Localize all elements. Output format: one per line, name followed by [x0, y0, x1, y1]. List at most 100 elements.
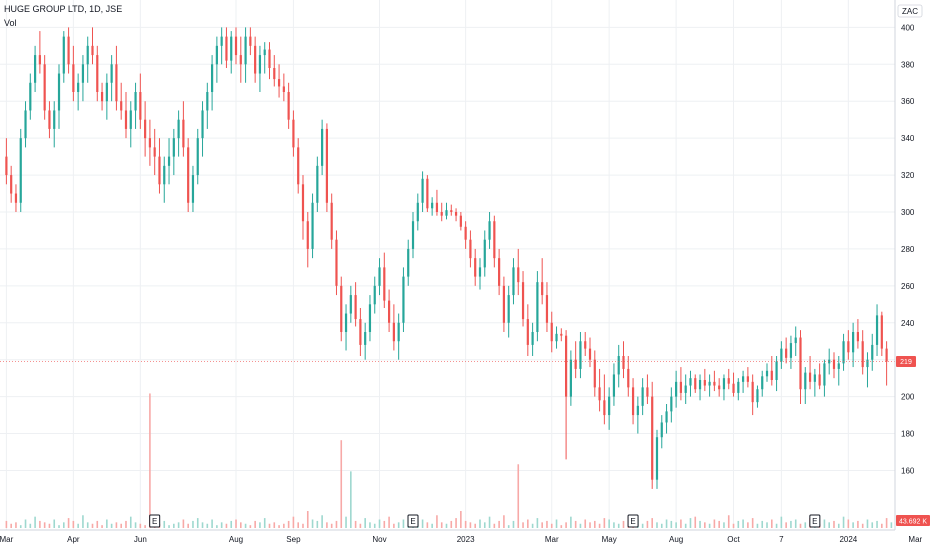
volume-bar [704, 522, 706, 528]
ohlc-bar [124, 92, 128, 139]
ohlc-body [684, 385, 687, 393]
volume-bar [259, 522, 261, 528]
volume-bar [445, 523, 448, 528]
ohlc-body [277, 79, 281, 87]
volume-bar [182, 519, 185, 528]
earnings-marker[interactable]: E [627, 514, 639, 528]
ohlc-bar [698, 374, 702, 401]
ohlc-bar [407, 239, 410, 286]
volume-bar [469, 522, 472, 528]
ohlc-body [210, 64, 214, 92]
ohlc-body [359, 319, 362, 345]
ohlc-body [201, 110, 204, 139]
volume-bar [574, 520, 577, 528]
earnings-markers[interactable]: EEEEE [149, 514, 932, 528]
volume-bar [837, 523, 840, 528]
ohlc-body [407, 248, 410, 277]
volume-bar [823, 519, 826, 528]
volume-bar [58, 525, 60, 528]
time-tick-label: Mar [908, 535, 922, 544]
ohlc-bar [708, 374, 711, 397]
ohlc-body [842, 341, 845, 364]
ohlc-bar [847, 330, 850, 360]
ohlc-body [861, 341, 864, 368]
ohlc-bar [416, 193, 419, 231]
ohlc-bar [411, 212, 415, 259]
ohlc-body [550, 322, 553, 342]
ohlc-bar [167, 138, 171, 185]
volume-bar [608, 519, 610, 528]
ohlc-bar [445, 202, 448, 220]
ohlc-body [311, 202, 314, 249]
ohlc-bar [29, 73, 32, 120]
ohlc-bar [81, 55, 85, 102]
ohlc-bar [885, 341, 888, 386]
ohlc-body [268, 49, 271, 68]
volume-bar [675, 522, 677, 528]
volume-bar [67, 518, 70, 528]
volume-bar [727, 515, 730, 528]
ohlc-body [703, 380, 706, 386]
ohlc-body [421, 178, 424, 203]
volume-bar [785, 522, 787, 528]
volume-bar [641, 523, 644, 528]
ohlc-bar [431, 197, 434, 216]
ohlc-bar [641, 378, 644, 416]
ohlc-bar [684, 374, 687, 404]
ohlc-bar [746, 367, 749, 388]
volume-bar [335, 520, 338, 528]
ohlc-body [48, 110, 51, 129]
ohlc-bar [19, 128, 22, 212]
ohlc-bar [732, 372, 735, 397]
ohlc-body [675, 381, 678, 397]
volume-bar [34, 516, 36, 528]
time-axis[interactable]: Mar Apr Jun Aug Sep Nov 2023 Mar May Aug Oct 7 2024 M… [0, 535, 932, 544]
ohlc-bar [631, 378, 635, 425]
ohlc-bar [426, 175, 429, 212]
ohlc-bar [306, 212, 309, 268]
grid-lines [0, 0, 916, 530]
volume-bar [321, 515, 323, 528]
ohlc-body [593, 359, 596, 388]
ohlc-body [761, 376, 764, 390]
volume-bar [311, 519, 314, 528]
volume-bar [598, 523, 601, 528]
ohlc-body [258, 55, 262, 74]
ohlc-body [402, 276, 405, 323]
ohlc-body [517, 267, 520, 283]
volume-bar [770, 519, 773, 528]
volume-bar [373, 523, 376, 528]
ohlc-body [220, 36, 223, 46]
ohlc-body [756, 389, 759, 403]
ohlc-body [512, 267, 515, 296]
volume-bar [876, 520, 878, 528]
ohlc-body [694, 378, 697, 390]
ohlc-bar [91, 27, 94, 65]
volume-bar [751, 518, 754, 528]
earnings-marker[interactable]: E [809, 514, 821, 528]
ohlc-bar [325, 123, 329, 212]
ohlc-body [847, 341, 850, 353]
time-tick-label: May [602, 535, 617, 544]
ohlc-body [77, 82, 80, 92]
ohlc-bar [215, 36, 218, 83]
volume-bar [780, 516, 783, 528]
currency-badge-box[interactable] [897, 4, 923, 18]
ohlc-body [14, 193, 18, 203]
ohlc-body [660, 422, 663, 438]
ohlc-body [493, 221, 496, 259]
earnings-marker[interactable]: E [407, 514, 419, 528]
earnings-marker-label: E [812, 517, 817, 526]
volume-bar [129, 516, 132, 528]
ohlc-body [306, 221, 309, 249]
earnings-marker[interactable]: E [149, 514, 161, 528]
ohlc-bar [493, 215, 496, 268]
price-axis[interactable]: 400380360340320300280260240220200180160 [901, 23, 915, 475]
time-tick-label: Apr [67, 535, 80, 544]
volume-bar [144, 525, 146, 528]
volume-bar [584, 519, 587, 528]
ohlc-bar [521, 271, 525, 327]
currency-badge[interactable]: ZAC [902, 7, 918, 16]
volume-bar [512, 520, 515, 528]
